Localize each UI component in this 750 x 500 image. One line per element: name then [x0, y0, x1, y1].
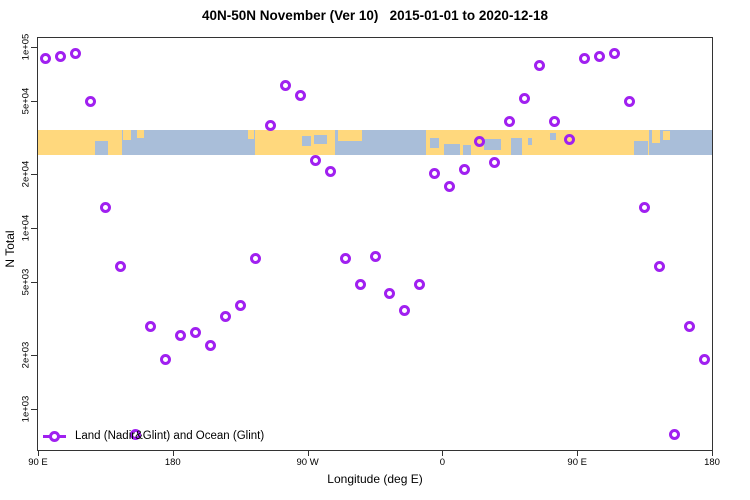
data-point: [549, 115, 561, 127]
water-patch: [484, 138, 501, 150]
legend-label: Land (Nadir&Glint) and Ocean (Glint): [75, 430, 265, 442]
water-patch: [313, 135, 328, 144]
x-tick-label: 180: [704, 457, 720, 468]
y-tick-mark: [31, 173, 37, 175]
data-point: [279, 80, 291, 92]
y-tick-label: 2e+04: [20, 160, 32, 187]
data-point: [489, 157, 501, 169]
y-axis-title: N Total: [3, 230, 17, 268]
x-axis-title: Longitude (deg E): [327, 472, 423, 486]
data-point: [354, 278, 366, 290]
data-point: [234, 299, 246, 311]
y-tick-mark: [31, 101, 37, 103]
water-patch: [527, 137, 533, 145]
data-point: [474, 136, 486, 148]
land-patch: [247, 130, 254, 139]
y-tick-mark: [31, 228, 37, 229]
data-point: [294, 89, 306, 101]
y-tick-label: 5e+03: [20, 269, 32, 296]
water-patch: [550, 132, 557, 140]
y-tick-mark: [31, 282, 37, 284]
x-tick-label: 90 E: [28, 457, 48, 468]
water-patch: [463, 145, 471, 155]
y-tick-mark: [31, 47, 37, 48]
y-tick-mark: [31, 354, 37, 356]
data-point: [189, 326, 201, 338]
data-point: [99, 201, 111, 213]
data-point: [39, 53, 51, 65]
water-patch: [511, 137, 522, 155]
data-point: [429, 168, 441, 179]
data-point: [459, 164, 471, 176]
data-point: [249, 252, 261, 264]
data-point: [414, 278, 426, 290]
data-point: [264, 119, 276, 131]
chart-title: 40N-50N November (Ver 10) 2015-01-01 to …: [202, 8, 548, 23]
data-point: [594, 50, 606, 62]
data-point: [69, 48, 81, 60]
data-point: [609, 48, 621, 60]
x-tick-label: 90 W: [296, 457, 319, 468]
data-point: [144, 321, 156, 333]
land-patch: [652, 130, 660, 143]
data-point: [654, 261, 666, 273]
data-point: [129, 429, 141, 441]
data-point: [399, 305, 411, 317]
land-segment: [38, 130, 122, 155]
x-tick-mark: [38, 450, 39, 456]
legend-marker-icon: [49, 431, 60, 442]
land-patch: [662, 131, 671, 140]
x-tick-label: 180: [164, 457, 181, 468]
data-point: [54, 50, 66, 62]
data-point: [384, 287, 396, 299]
land-patch: [337, 130, 362, 142]
data-point: [324, 166, 336, 178]
data-point: [624, 95, 636, 107]
data-point: [699, 354, 710, 366]
data-point: [369, 250, 381, 262]
water-patch: [94, 141, 109, 155]
data-point: [564, 133, 576, 145]
land-patch: [136, 130, 145, 138]
y-tick-label: 2e+03: [20, 341, 32, 368]
land-patch: [123, 130, 131, 140]
data-point: [519, 92, 531, 104]
data-point: [174, 329, 186, 341]
y-tick-label: 1e+04: [20, 214, 32, 242]
x-tick-mark: [442, 450, 444, 456]
x-tick-label: 0: [439, 457, 446, 468]
data-point: [669, 429, 681, 441]
data-point: [534, 60, 546, 72]
water-patch: [301, 136, 311, 147]
data-point: [114, 261, 126, 273]
data-point: [84, 95, 96, 107]
data-point: [444, 180, 456, 192]
data-point: [579, 53, 591, 65]
data-point: [219, 310, 231, 322]
water-patch: [443, 143, 461, 155]
land-segment: [425, 130, 650, 155]
data-point: [159, 354, 171, 366]
x-tick-mark: [172, 450, 174, 456]
y-tick-label: 1e+03: [20, 395, 32, 423]
y-tick-label: 1e+05: [20, 33, 32, 61]
y-tick-mark: [31, 409, 37, 410]
data-point: [309, 155, 321, 167]
data-point: [339, 252, 351, 264]
x-tick-mark: [712, 450, 713, 456]
y-tick-label: 5e+04: [20, 88, 32, 115]
water-patch: [430, 137, 440, 148]
data-point: [639, 201, 651, 213]
data-point: [204, 339, 216, 351]
x-tick-mark: [307, 450, 309, 456]
plot-area: 90 E 180 90 W 0 90 E 180 1e+05 5e+04 2e+04 1e+04 5…: [21, 34, 720, 468]
x-tick-label: 90 E: [567, 457, 587, 468]
x-tick-mark: [577, 450, 579, 456]
water-patch: [634, 141, 648, 155]
data-point: [504, 115, 516, 127]
land-ocean-map-band: [38, 130, 712, 155]
data-point: [684, 321, 696, 333]
